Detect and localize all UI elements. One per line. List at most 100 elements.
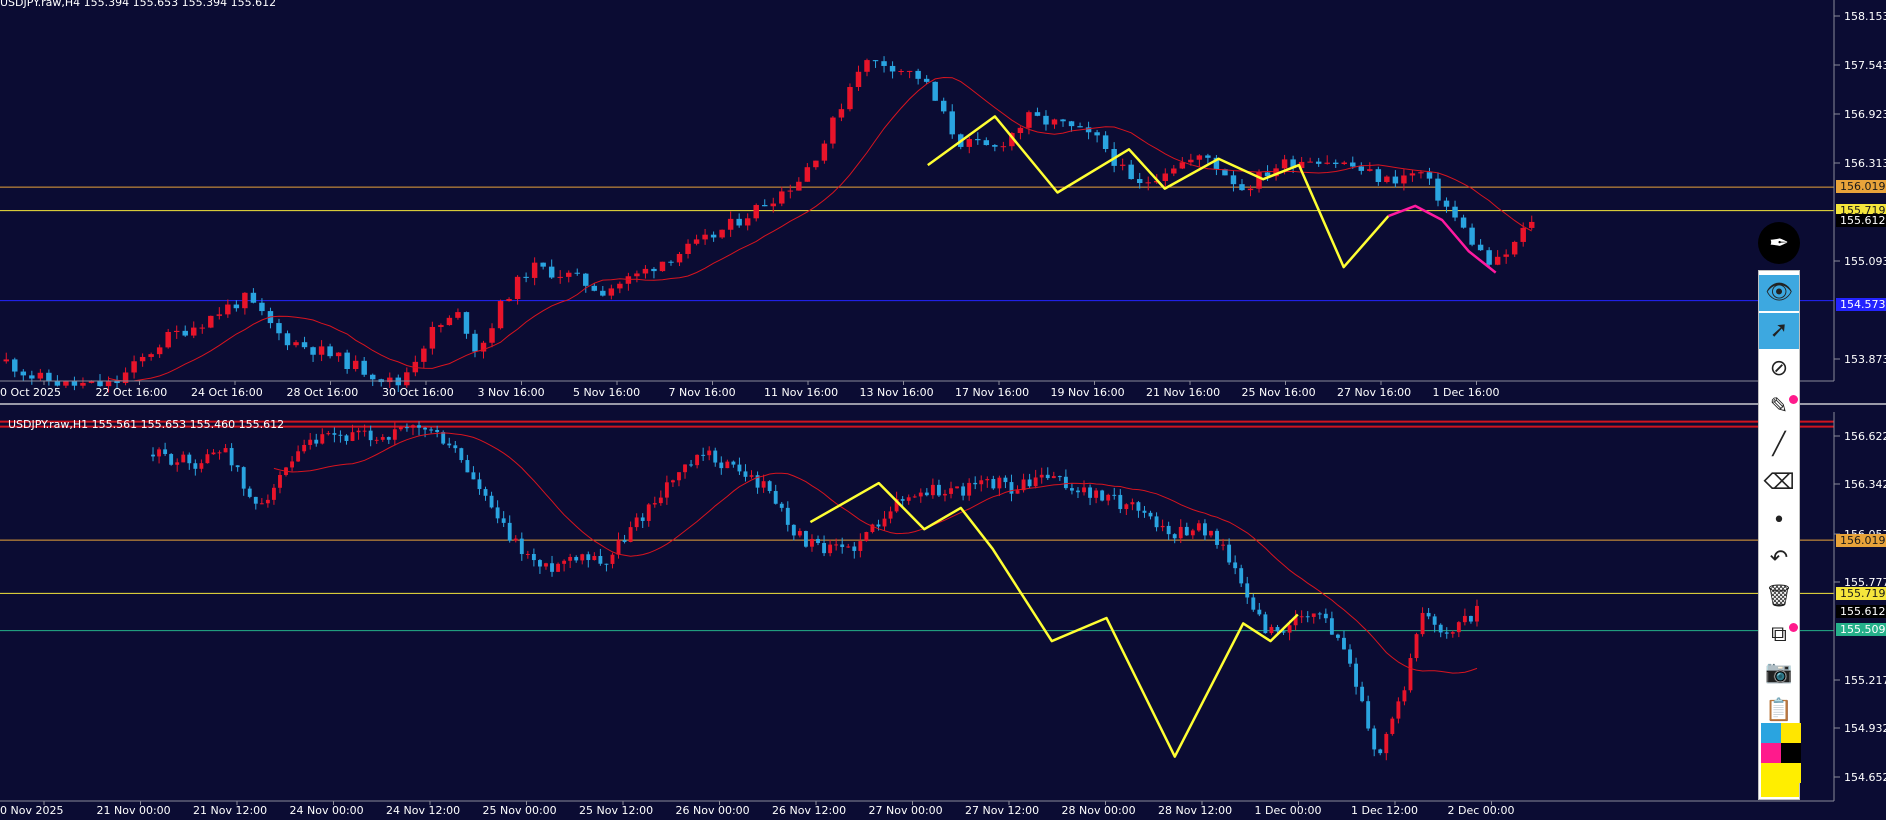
board-icon[interactable]: ⧉ <box>1771 622 1787 647</box>
candle-body <box>1384 733 1389 754</box>
selected-color-swatch[interactable] <box>1761 763 1799 797</box>
trash-icon[interactable]: 🗑 <box>1765 584 1793 609</box>
candle-body <box>187 454 192 464</box>
undo-icon[interactable]: ↶ <box>1769 546 1789 571</box>
time-label: 27 Nov 00:00 <box>869 804 943 816</box>
eraser-pen-icon[interactable]: ✎ <box>1769 394 1789 419</box>
time-label: 27 Nov 12:00 <box>965 804 1039 816</box>
candle-body <box>531 554 536 561</box>
camera-icon[interactable]: 📷 <box>1765 660 1793 685</box>
price-tag-bg <box>1836 587 1886 600</box>
candle-body <box>271 487 276 500</box>
cursor-icon[interactable]: ➚ <box>1759 313 1799 349</box>
candle-body <box>1401 175 1407 184</box>
candle-body <box>725 461 730 469</box>
candle-body <box>622 540 627 542</box>
candle-body <box>961 486 966 496</box>
candle-body <box>779 191 785 204</box>
candle-body <box>727 218 734 230</box>
candle-body <box>1486 250 1492 265</box>
candle-body <box>562 560 567 564</box>
color-swatch[interactable] <box>1761 723 1781 743</box>
candle-body <box>889 65 896 72</box>
candle-body <box>361 360 367 375</box>
candle-body <box>548 266 555 278</box>
candle-body <box>1452 206 1458 218</box>
candle-body <box>523 276 529 278</box>
candle-body <box>1335 634 1340 638</box>
line-icon[interactable]: ╱ <box>1772 432 1786 457</box>
candle-body <box>1215 530 1219 545</box>
pen-nib-icon[interactable]: ✒ <box>1758 222 1800 264</box>
color-swatch[interactable] <box>1781 743 1801 763</box>
candle-body <box>205 454 210 464</box>
candle-body <box>1315 161 1322 164</box>
candle-body <box>1298 161 1305 169</box>
candle-body <box>459 448 464 461</box>
h1-chart-panel[interactable] <box>0 420 1834 761</box>
no-draw-icon[interactable]: ⊘ <box>1769 356 1789 381</box>
h1-price-axis: 156.622156.342156.057155.777155.217154.9… <box>1834 430 1886 784</box>
candle-body <box>290 461 295 468</box>
clipboard-icon[interactable]: 📋 <box>1765 698 1793 723</box>
candle-body <box>302 444 307 452</box>
candle-body <box>193 463 198 469</box>
candle-body <box>828 544 833 554</box>
candle-body <box>975 139 981 141</box>
candle-body <box>574 272 580 274</box>
candle-body <box>1460 217 1467 228</box>
candle-body <box>1418 172 1424 174</box>
candle-body <box>1264 172 1271 177</box>
candle-body <box>767 481 772 492</box>
price-label: 157.543 <box>1844 59 1886 72</box>
candle-body <box>320 434 325 444</box>
h4-chart-panel[interactable] <box>0 56 1834 393</box>
candle-body <box>1076 490 1080 493</box>
candle-body <box>864 60 870 72</box>
color-swatch[interactable] <box>1781 723 1801 743</box>
candle-body <box>693 239 700 244</box>
eraser-icon[interactable]: ⌫ <box>1763 470 1795 495</box>
candle-body <box>1142 510 1147 513</box>
moving-average-line <box>273 432 1478 674</box>
candle-body <box>1009 133 1015 147</box>
candle-body <box>1188 159 1194 163</box>
candle-body <box>356 430 361 433</box>
dot-icon[interactable]: • <box>1772 508 1786 533</box>
candle-body <box>1281 631 1286 633</box>
color-swatch[interactable] <box>1761 743 1781 763</box>
candle-body <box>804 167 811 182</box>
eye-icon[interactable]: 👁 <box>1759 275 1799 311</box>
price-tag-orange_level: 156.019 <box>1840 534 1886 547</box>
candle-body <box>574 556 579 561</box>
candle-body <box>1293 617 1298 626</box>
candle-body <box>97 380 103 387</box>
candle-body <box>770 203 776 207</box>
candle-body <box>1021 479 1026 491</box>
candle-body <box>344 352 350 370</box>
candle-body <box>404 427 409 429</box>
candle-body <box>1475 605 1479 622</box>
candle-body <box>591 285 598 291</box>
price-tag-bg <box>1836 204 1886 217</box>
candle-body <box>182 330 188 336</box>
candle-body <box>507 522 512 541</box>
candle-body <box>1179 162 1186 169</box>
candle-body <box>191 327 197 336</box>
time-label: 25 Nov 12:00 <box>579 804 653 816</box>
candle-body <box>973 482 978 485</box>
candle-body <box>689 464 694 466</box>
candle-body <box>779 503 784 508</box>
candle-body <box>550 563 554 572</box>
candle-body <box>223 448 228 453</box>
time-label: 24 Oct 16:00 <box>191 386 263 399</box>
time-label: 1 Dec 16:00 <box>1433 386 1500 399</box>
price-label: 155.093 <box>1844 255 1886 268</box>
candle-body <box>157 449 162 457</box>
candle-body <box>1171 168 1177 174</box>
candle-body <box>1015 490 1020 494</box>
candle-body <box>1124 504 1129 510</box>
